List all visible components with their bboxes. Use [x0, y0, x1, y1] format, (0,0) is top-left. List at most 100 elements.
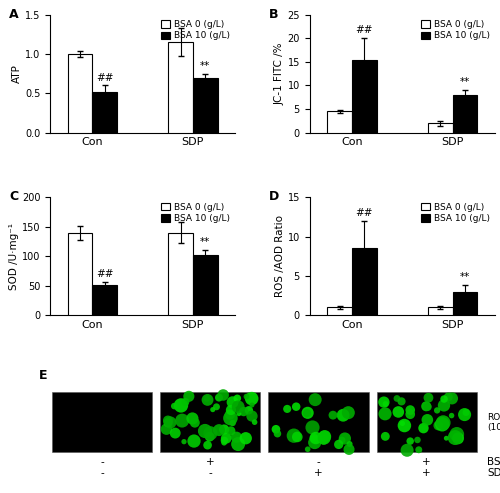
Bar: [68, 233, 92, 315]
Point: [415, 446, 423, 454]
Point: [248, 401, 256, 409]
Point: [234, 440, 242, 448]
Y-axis label: ATP: ATP: [12, 64, 22, 83]
Point: [448, 394, 456, 402]
Point: [248, 412, 256, 420]
Bar: [352, 248, 377, 315]
Point: [433, 406, 441, 414]
Point: [235, 410, 243, 418]
Legend: BSA 0 (g/L), BSA 10 (g/L): BSA 0 (g/L), BSA 10 (g/L): [160, 202, 231, 224]
Point: [222, 434, 230, 442]
Bar: [168, 233, 193, 315]
Point: [294, 433, 302, 441]
Point: [220, 437, 228, 445]
Point: [226, 414, 234, 422]
Text: -: -: [208, 468, 212, 478]
Point: [178, 417, 186, 424]
Text: ##: ##: [356, 26, 373, 35]
Point: [212, 403, 220, 411]
Point: [242, 392, 250, 400]
Point: [242, 434, 250, 442]
Text: -: -: [100, 458, 104, 467]
Point: [338, 436, 346, 444]
Point: [228, 398, 236, 406]
Legend: BSA 0 (g/L), BSA 10 (g/L): BSA 0 (g/L), BSA 10 (g/L): [420, 19, 490, 41]
Text: E: E: [39, 369, 48, 383]
Bar: [68, 54, 92, 133]
Point: [406, 410, 414, 418]
Point: [454, 434, 462, 442]
Point: [220, 425, 228, 433]
Point: [439, 419, 447, 426]
Text: BSA: BSA: [487, 458, 500, 467]
Point: [177, 401, 185, 409]
Legend: BSA 0 (g/L), BSA 10 (g/L): BSA 0 (g/L), BSA 10 (g/L): [420, 202, 490, 224]
Point: [310, 439, 318, 447]
Point: [320, 436, 328, 444]
Point: [190, 437, 198, 445]
Y-axis label: JC-1 FITC /%: JC-1 FITC /%: [274, 42, 284, 105]
Point: [424, 394, 432, 402]
Text: ##: ##: [96, 269, 114, 279]
Point: [162, 425, 170, 433]
Point: [274, 430, 281, 438]
Point: [250, 418, 258, 426]
Text: **: **: [200, 61, 210, 71]
Bar: [92, 284, 117, 315]
Y-axis label: SOD /U·mg⁻¹: SOD /U·mg⁻¹: [9, 223, 19, 290]
Point: [304, 445, 312, 453]
Text: +: +: [422, 468, 431, 478]
Point: [438, 421, 446, 428]
Point: [164, 417, 172, 424]
Point: [209, 406, 217, 414]
Point: [232, 433, 240, 441]
Text: ROS
(100X): ROS (100X): [487, 413, 500, 432]
Point: [245, 406, 253, 414]
Text: **: **: [460, 273, 470, 282]
Point: [272, 425, 280, 433]
Text: -: -: [316, 458, 320, 467]
FancyBboxPatch shape: [268, 392, 368, 453]
Legend: BSA 0 (g/L), BSA 10 (g/L): BSA 0 (g/L), BSA 10 (g/L): [160, 19, 231, 41]
Point: [381, 410, 389, 418]
Bar: [92, 92, 117, 133]
Point: [341, 435, 349, 443]
Point: [170, 402, 178, 410]
Text: A: A: [9, 8, 19, 21]
Point: [182, 398, 190, 406]
Text: SDP: SDP: [487, 468, 500, 478]
Point: [382, 400, 390, 408]
Bar: [193, 77, 218, 133]
Point: [226, 411, 234, 419]
Point: [185, 392, 193, 400]
Text: B: B: [269, 8, 278, 21]
Point: [191, 419, 199, 426]
Point: [310, 434, 318, 442]
Point: [320, 434, 328, 442]
Point: [215, 393, 223, 401]
Point: [204, 396, 212, 404]
Point: [424, 403, 432, 411]
Point: [188, 415, 196, 423]
Point: [440, 401, 448, 409]
Point: [453, 430, 461, 438]
Point: [234, 394, 241, 402]
Bar: [452, 95, 477, 133]
Y-axis label: ROS /AOD Ratio: ROS /AOD Ratio: [274, 215, 284, 297]
Point: [248, 394, 256, 402]
Point: [204, 441, 212, 449]
FancyBboxPatch shape: [52, 392, 152, 453]
Point: [329, 411, 337, 419]
FancyBboxPatch shape: [376, 392, 477, 453]
Point: [403, 446, 411, 454]
Point: [442, 434, 450, 442]
Point: [451, 434, 459, 442]
Point: [283, 405, 291, 413]
Bar: [328, 111, 352, 133]
Point: [234, 403, 242, 411]
Point: [312, 434, 320, 442]
Point: [393, 394, 401, 402]
Point: [311, 396, 319, 404]
Text: D: D: [269, 190, 279, 203]
Text: ##: ##: [356, 208, 373, 218]
